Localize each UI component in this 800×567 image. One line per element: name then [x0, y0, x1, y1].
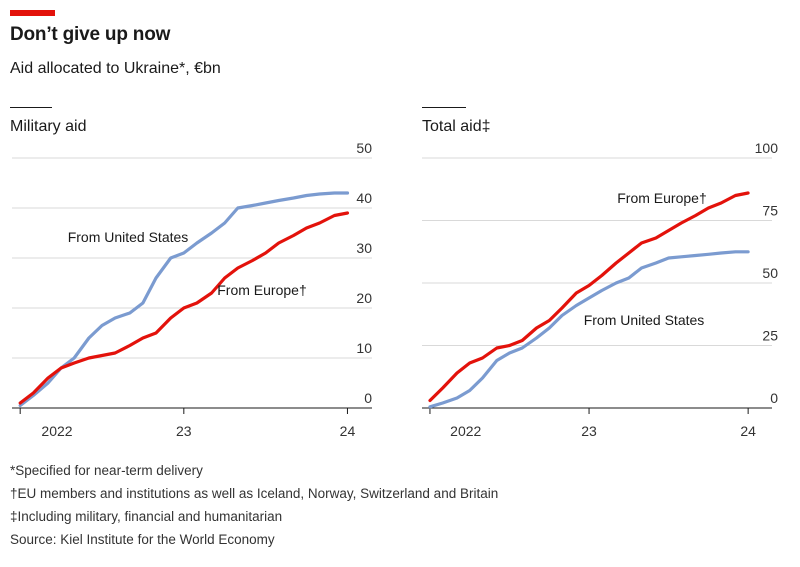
right-panel-rule	[422, 107, 466, 108]
x-tick-label: 2022	[41, 423, 72, 439]
footnote-total: ‡Including military, financial and human…	[10, 509, 283, 524]
x-tick-label: 24	[340, 423, 356, 439]
y-tick-label: 50	[762, 265, 778, 281]
y-tick-label: 100	[755, 140, 779, 156]
series-label: From Europe†	[217, 282, 306, 298]
chart-subtitle: Aid allocated to Ukraine*, €bn	[10, 60, 221, 77]
right-panel-title: Total aid‡	[422, 118, 491, 135]
series-label: From Europe†	[617, 190, 706, 206]
footnote-specified: *Specified for near-term delivery	[10, 463, 203, 478]
y-tick-label: 40	[356, 190, 372, 206]
series-line-from-europe	[428, 191, 750, 403]
y-tick-label: 25	[762, 328, 778, 344]
footnote-europe: †EU members and institutions as well as …	[10, 486, 499, 501]
chart-title: Don’t give up now	[10, 24, 171, 45]
series-line-from-united-states	[428, 250, 750, 409]
military-aid-chart: 0 10 20 30 40 50 2022 23 24 From United States Fro…	[12, 140, 372, 439]
series-label: From United States	[68, 229, 189, 245]
y-tick-label: 10	[356, 340, 372, 356]
series-line-from-europe	[18, 211, 350, 405]
series-label: From United States	[584, 312, 705, 328]
total-aid-chart: 0 25 50 75 100 2022 23 24 From Europe† From Unite…	[422, 140, 779, 439]
x-tick-label: 2022	[450, 423, 481, 439]
y-tick-label: 0	[364, 390, 372, 406]
x-tick-label: 23	[176, 423, 192, 439]
footnote-source: Source: Kiel Institute for the World Eco…	[10, 532, 275, 547]
y-tick-label: 20	[356, 290, 372, 306]
x-tick-label: 24	[740, 423, 756, 439]
y-tick-label: 50	[356, 140, 372, 156]
left-panel-rule	[10, 107, 52, 108]
y-tick-label: 0	[770, 390, 778, 406]
brand-accent-bar	[10, 10, 55, 16]
y-tick-label: 75	[762, 203, 778, 219]
left-panel-title: Military aid	[10, 118, 87, 135]
x-tick-label: 23	[581, 423, 597, 439]
series-line-from-united-states	[18, 191, 350, 408]
y-tick-label: 30	[356, 240, 372, 256]
